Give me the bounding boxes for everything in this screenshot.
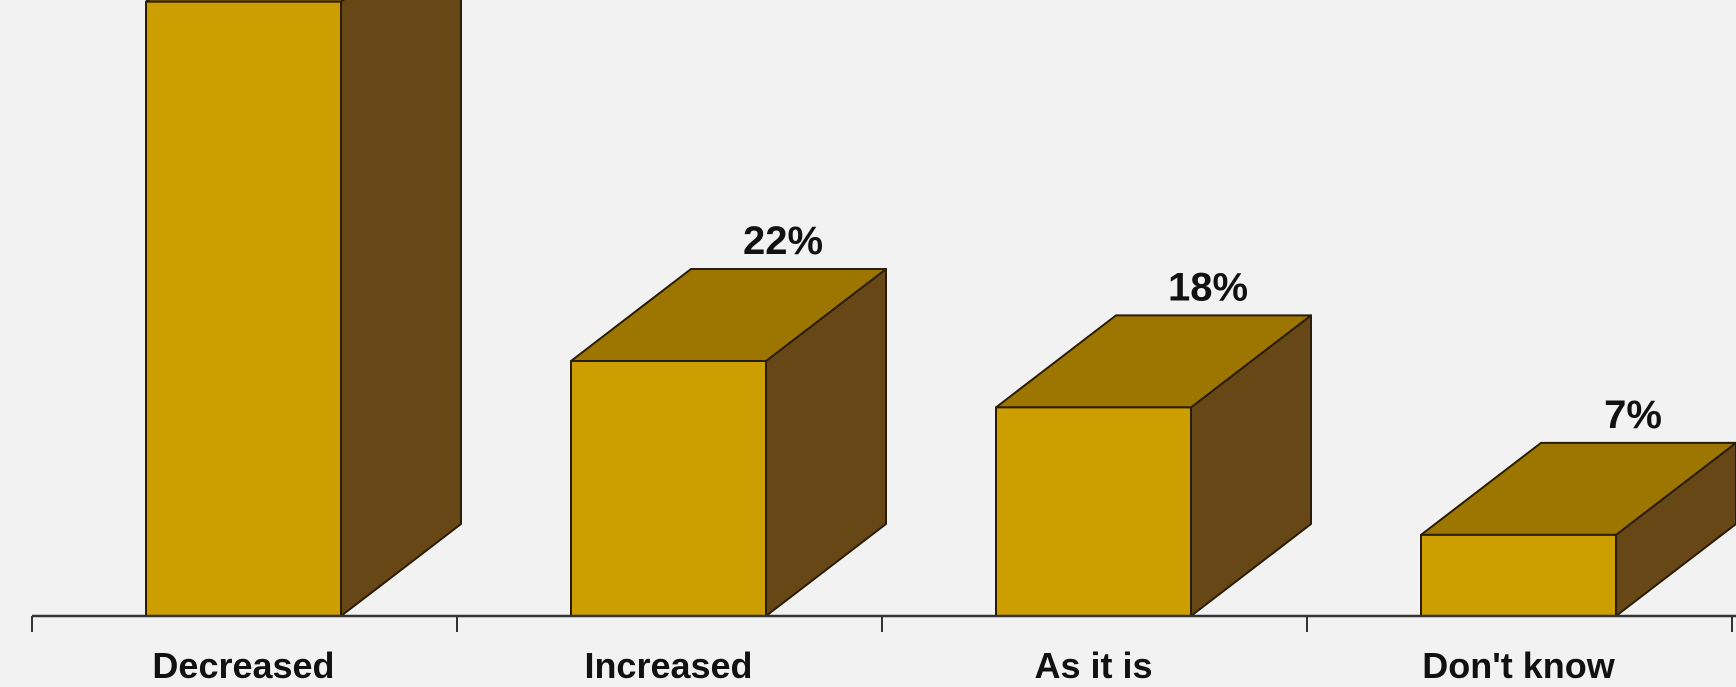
x-tick-label: Decreased bbox=[152, 645, 334, 686]
bar bbox=[145, 0, 342, 617]
bar-value-label: 18% bbox=[1168, 265, 1248, 309]
bar bbox=[570, 360, 767, 617]
x-tick-label: Don't know bbox=[1422, 645, 1616, 686]
bar-value-label: 7% bbox=[1604, 393, 1662, 437]
bar bbox=[1420, 533, 1617, 618]
bar bbox=[995, 406, 1192, 618]
bar-side-face bbox=[340, 0, 462, 617]
bar-value-label: 22% bbox=[743, 219, 823, 263]
x-tick-label: Increased bbox=[584, 645, 752, 686]
x-tick-label: As it is bbox=[1034, 645, 1152, 686]
